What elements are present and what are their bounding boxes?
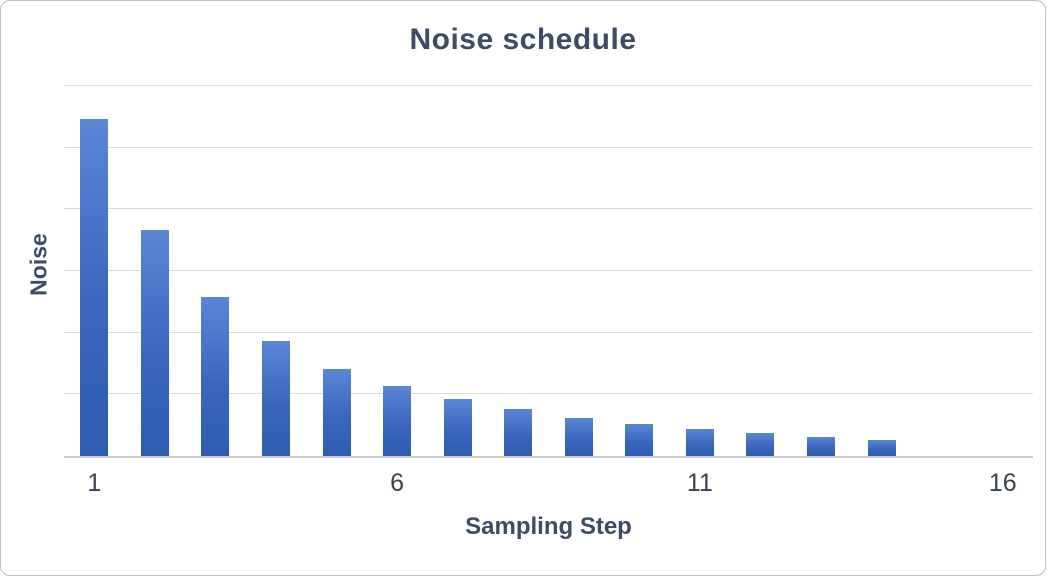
bar-slot — [306, 86, 367, 456]
x-tick-label-2 — [125, 469, 186, 498]
plot-area — [64, 85, 1033, 458]
bar-slot — [64, 86, 125, 456]
bar-slot — [185, 86, 246, 456]
bar-step-8 — [504, 409, 533, 456]
gridline — [64, 208, 1033, 210]
gridline — [64, 393, 1033, 395]
gridline — [64, 146, 1033, 148]
bar-slot — [730, 86, 791, 456]
x-tick-label-4 — [246, 469, 307, 498]
gridline — [64, 270, 1033, 271]
bar-slot — [549, 86, 610, 456]
x-tick-label-15 — [912, 469, 973, 498]
bar-step-6 — [383, 385, 412, 456]
chart-title: Noise schedule — [409, 23, 637, 56]
x-axis-title: Sampling Step — [465, 513, 632, 540]
bar-step-9 — [564, 417, 593, 456]
x-tick-label-16: 16 — [988, 469, 1017, 497]
x-tick-label-14 — [851, 469, 912, 498]
bar-slot — [670, 86, 731, 456]
x-tick-labels: 1 6 11 16 — [64, 469, 1033, 498]
bar-step-14 — [867, 440, 896, 456]
bar-slot — [791, 86, 852, 456]
x-tick-label-9 — [549, 469, 610, 498]
bar-step-4 — [261, 341, 290, 456]
bar-step-7 — [443, 399, 472, 456]
x-tick-label-13 — [791, 469, 852, 498]
bar-step-3 — [201, 296, 230, 456]
x-tick-label-3 — [185, 469, 246, 498]
x-tick-label-1: 1 — [87, 469, 102, 497]
bar-slot — [488, 86, 549, 456]
x-tick-label-11: 11 — [686, 469, 713, 497]
bar-step-5 — [322, 369, 351, 456]
bar-step-1 — [80, 119, 109, 456]
x-tick-label-12 — [730, 469, 791, 498]
bar-slot — [427, 86, 488, 456]
bar-step-2 — [140, 230, 169, 456]
bar-step-10 — [625, 424, 654, 456]
bar-slot — [367, 86, 428, 456]
x-tick-label-10 — [609, 469, 670, 498]
y-axis-title: Noise — [25, 233, 52, 296]
x-tick-label-6: 6 — [390, 469, 405, 497]
gridline — [64, 331, 1033, 333]
bars-row — [64, 86, 1033, 456]
bar-step-13 — [807, 437, 836, 456]
gridline — [64, 85, 1033, 86]
x-tick-label-7 — [427, 469, 488, 498]
bar-slot — [246, 86, 307, 456]
bar-slot — [125, 86, 186, 456]
x-tick-label-8 — [488, 469, 549, 498]
x-tick-label-5 — [306, 469, 367, 498]
bar-step-12 — [746, 433, 775, 456]
bar-slot — [609, 86, 670, 456]
bar-step-11 — [685, 429, 714, 456]
bar-slot — [912, 86, 973, 456]
bar-slot — [972, 86, 1033, 456]
bar-slot — [851, 86, 912, 456]
